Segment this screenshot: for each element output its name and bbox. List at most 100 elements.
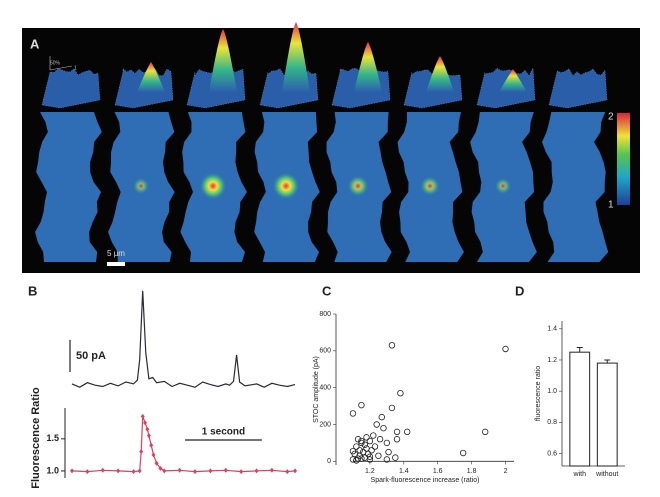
scatter-point [404, 428, 411, 436]
scatter-point [388, 342, 396, 349]
y-tick-label: 200 [319, 421, 331, 428]
bar [569, 351, 591, 467]
image-panel [35, 22, 609, 262]
scatter-point [397, 389, 404, 397]
scatter-point [363, 434, 370, 441]
y-tick-label: 1.5 [46, 433, 59, 443]
surface-peak [354, 42, 382, 92]
scatter-point [368, 447, 375, 454]
y-tick-label: 1.0 [547, 388, 557, 395]
scatter-point [358, 437, 365, 445]
scatter-point [356, 447, 363, 454]
cell-image [35, 112, 102, 262]
y-tick-label: 0.8 [547, 419, 557, 426]
y-tick-label: 800 [319, 311, 331, 318]
x-tick-label: with [573, 471, 587, 478]
x-tick-label: 1.4 [399, 468, 409, 475]
colorbar-label: 2 [608, 112, 614, 123]
trace-marker [154, 460, 159, 466]
y-tick-label: 400 [319, 385, 331, 392]
trace-marker [269, 467, 274, 473]
surface-peak [282, 22, 310, 92]
scale-bar-label: 50 pA [76, 350, 106, 362]
trace-marker [70, 468, 74, 474]
y-tick-label: 0.6 [547, 450, 557, 457]
scatter-point [353, 457, 360, 464]
scatter-point [378, 413, 385, 421]
y-axis-label: STOC amplitude (pA) [313, 356, 320, 423]
scatter-point [383, 456, 391, 463]
scatter-point [388, 404, 396, 412]
trace-marker [137, 468, 142, 474]
cell-image [542, 112, 609, 262]
scatter-point [385, 448, 392, 456]
colorbar-label: 1 [608, 200, 614, 211]
y-tick-label: 600 [319, 348, 331, 355]
scatter-point [380, 424, 387, 432]
scatter-point [373, 421, 380, 428]
trace-marker [140, 413, 145, 419]
trace-marker [193, 469, 198, 475]
scatter-point [349, 456, 357, 463]
scale-bar [107, 262, 125, 266]
trace [71, 290, 296, 388]
inset-axis [49, 65, 73, 71]
y-tick-label: 1.4 [547, 326, 557, 333]
scatter-point [366, 437, 374, 445]
scatter-point [393, 436, 401, 443]
panel-label: B [28, 283, 37, 298]
surface-peak [426, 56, 454, 92]
surface-peak [209, 29, 237, 92]
scatter-point [358, 401, 365, 409]
scatter-point [393, 428, 401, 436]
trace-marker [223, 467, 228, 473]
scatter-point [502, 345, 509, 353]
trace-marker [146, 433, 151, 439]
scatter-point [383, 439, 391, 447]
x-tick-label: 1.8 [467, 468, 477, 475]
bar [596, 362, 618, 467]
scatter-point [353, 443, 360, 450]
trace-marker [85, 469, 90, 475]
trace-marker [131, 469, 136, 475]
fluorescence-spot [494, 177, 512, 195]
scatter-point [366, 456, 374, 463]
scatter-point [370, 432, 377, 439]
trace-marker [239, 469, 244, 475]
x-tick-label: 1.6 [433, 468, 443, 475]
error-bar [604, 359, 611, 364]
scatter-point [354, 455, 362, 462]
panel-label: D [515, 283, 524, 298]
scatter-point [375, 452, 382, 459]
trace-marker [100, 467, 105, 473]
scatter-point [371, 443, 379, 450]
scatter-point [392, 454, 399, 461]
x-axis-label: Spark-fluorescence increase (ratio) [371, 477, 480, 484]
surface-base [41, 68, 101, 109]
y-axis-label: fluorescence ratio [535, 366, 542, 421]
panel-label: A [30, 36, 40, 51]
scatter-point [358, 439, 365, 447]
scatter-point [366, 453, 374, 460]
scatter-point [349, 447, 357, 455]
surface-peak [137, 62, 165, 92]
trace-marker [254, 468, 259, 474]
scatter-point [481, 428, 489, 436]
y-tick-label: 1.2 [547, 357, 557, 364]
trace-marker [177, 467, 182, 473]
trace-marker [162, 468, 167, 474]
scatter-point [349, 410, 357, 417]
scatter-point [376, 436, 384, 443]
trace-marker [293, 468, 297, 474]
x-tick-label: without [595, 471, 618, 478]
scatter-point [361, 441, 369, 448]
trace-marker [208, 468, 213, 474]
fluorescence-spot [347, 175, 369, 197]
trace-marker [145, 426, 150, 432]
fluorescence-spot [199, 172, 227, 200]
error-bar [576, 347, 583, 353]
inset-label: 1 [74, 65, 77, 71]
y-tick-label: 0 [327, 458, 331, 465]
x-tick-label: 2 [504, 468, 508, 475]
